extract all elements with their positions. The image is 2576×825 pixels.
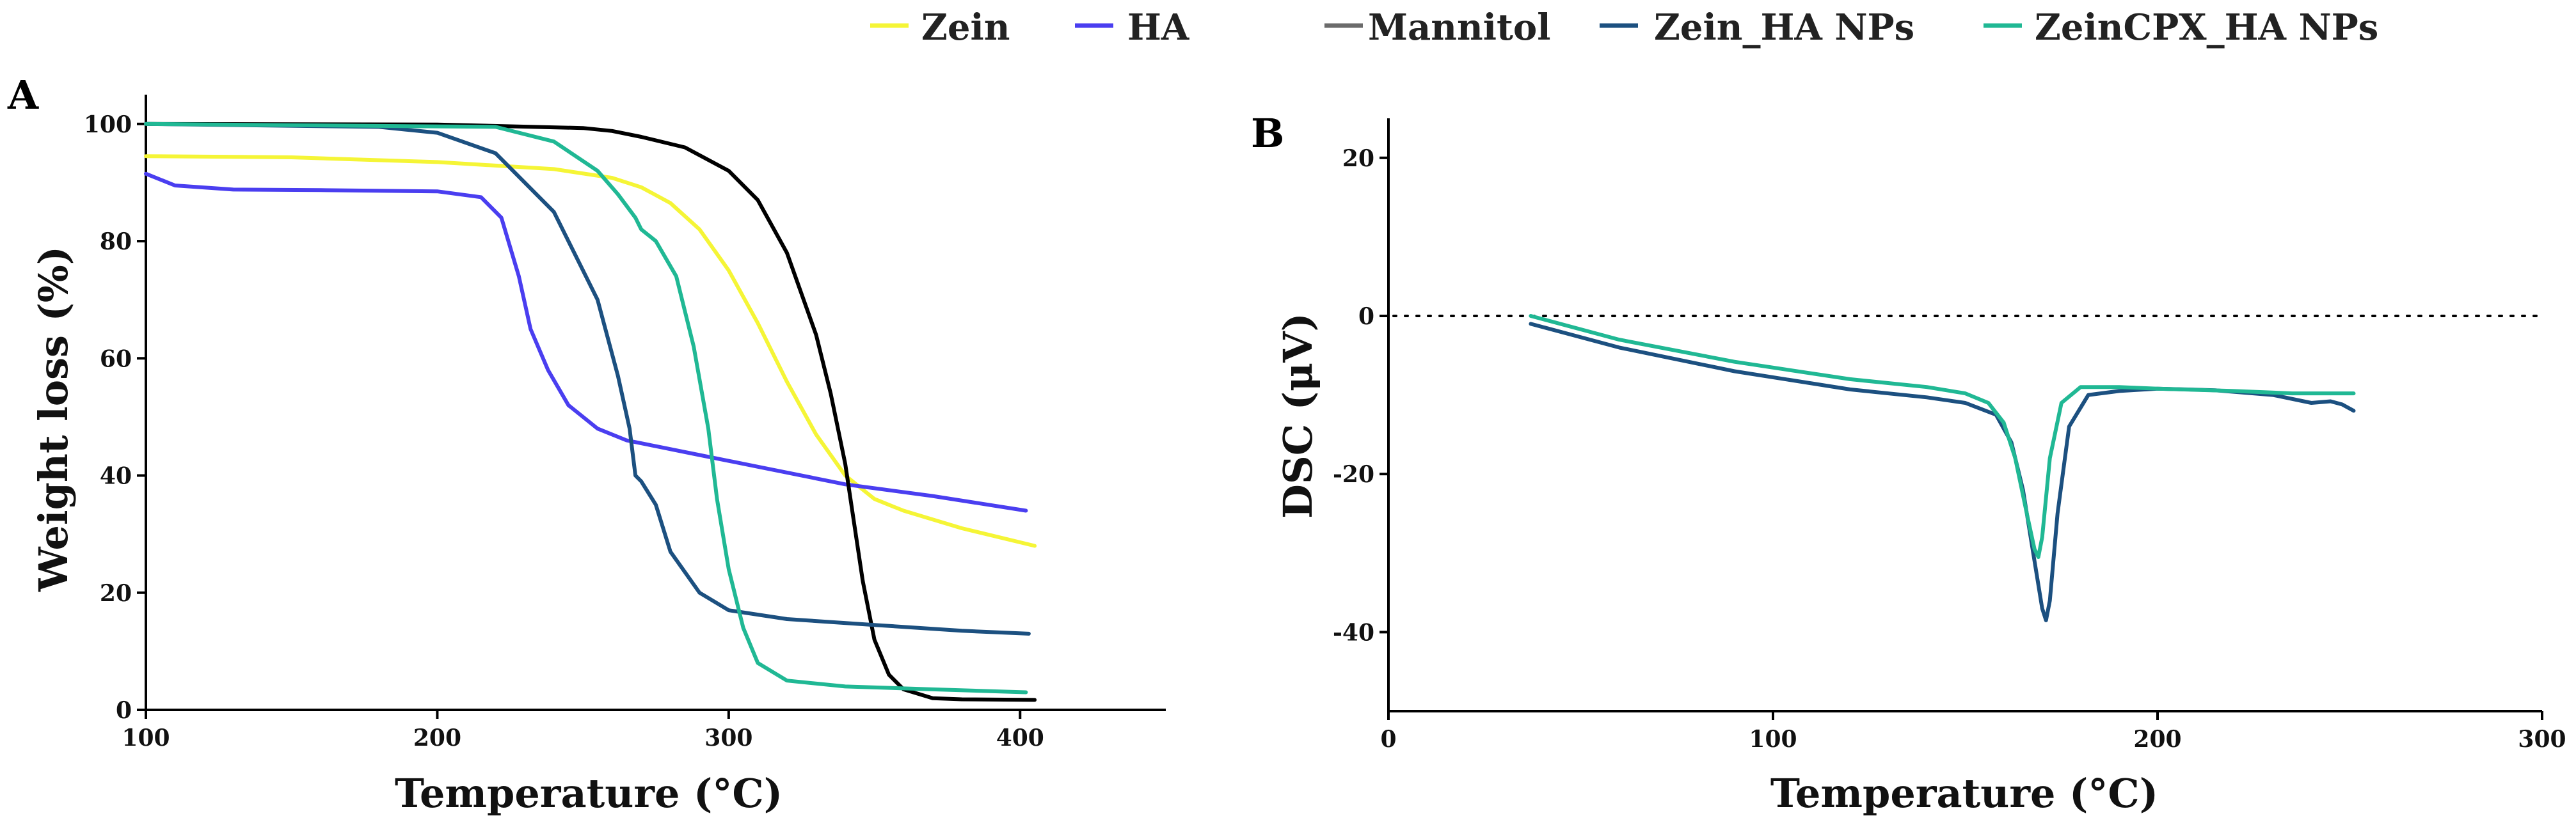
panel-b-x-axis-title: Temperature (°C) xyxy=(1770,770,2158,817)
panel-b-x-tick-label: 200 xyxy=(2133,726,2181,753)
panel-b-y-tick-label: -20 xyxy=(1333,461,1374,488)
legend-label-ha: HA xyxy=(1127,6,1190,49)
panel-a-x-axis-title: Temperature (°C) xyxy=(395,770,783,817)
panel-a-series xyxy=(144,122,1037,702)
panel-b-x-tick-label: 0 xyxy=(1380,726,1396,753)
panel-a-ticks: 100 200 300 400 0 20 40 60 80 100 xyxy=(84,111,1044,751)
panel-b-y-tick-label: -40 xyxy=(1333,619,1374,646)
legend-label-mannitol: Mannitol xyxy=(1368,6,1550,49)
panel-b-y-tick-label: 0 xyxy=(1358,303,1374,330)
panel-b-series xyxy=(1529,314,2356,622)
panel-b-series-zein-ha-nps xyxy=(1529,322,2356,622)
panel-a: A 100 200 300 400 0 20 40 60 80 100 Temperature (… xyxy=(7,72,1166,817)
panel-b-series-zeincpx-ha-nps xyxy=(1529,314,2356,559)
panel-a-y-tick-label: 100 xyxy=(84,111,132,138)
panel-b: B 0 100 200 300 -40 -20 0 20 Temperature (°C) D… xyxy=(1251,110,2566,817)
panel-a-series-zeincpx-ha-nps xyxy=(144,122,1028,695)
panel-b-ticks: 0 100 200 300 -40 -20 0 20 xyxy=(1333,145,2566,753)
panel-b-y-axis-title: DSC (μV) xyxy=(1275,313,1321,519)
panel-a-label: A xyxy=(7,72,39,118)
panel-a-x-tick-label: 100 xyxy=(122,725,170,751)
legend-label-zein-ha-nps: Zein_HA NPs xyxy=(1654,6,1914,49)
panel-b-label: B xyxy=(1251,110,1284,157)
panel-a-series-zein xyxy=(144,154,1037,548)
panel-a-series-zein-ha-nps xyxy=(144,122,1031,636)
legend: Zein HA Mannitol Zein_HA NPs ZeinCPX_HA … xyxy=(870,6,2378,49)
panel-a-series-mannitol xyxy=(144,122,1037,702)
legend-label-zeincpx-ha-nps: ZeinCPX_HA NPs xyxy=(2035,6,2378,49)
panel-a-x-tick-label: 300 xyxy=(704,725,752,751)
panel-a-y-tick-label: 40 xyxy=(100,463,132,490)
panel-a-y-tick-label: 0 xyxy=(116,697,132,724)
panel-b-y-tick-label: 20 xyxy=(1342,145,1374,172)
panel-a-y-tick-label: 60 xyxy=(100,345,132,372)
legend-label-zein: Zein xyxy=(921,6,1010,49)
panel-a-x-tick-label: 400 xyxy=(996,725,1044,751)
panel-a-series-ha xyxy=(144,171,1028,513)
panel-a-y-axis-title: Weight loss (%) xyxy=(30,246,77,592)
panel-a-y-tick-label: 20 xyxy=(100,580,132,607)
panel-b-x-tick-label: 300 xyxy=(2518,726,2566,753)
panel-a-x-tick-label: 200 xyxy=(413,725,461,751)
panel-a-y-tick-label: 80 xyxy=(100,228,132,255)
panel-b-x-tick-label: 100 xyxy=(1749,726,1797,753)
